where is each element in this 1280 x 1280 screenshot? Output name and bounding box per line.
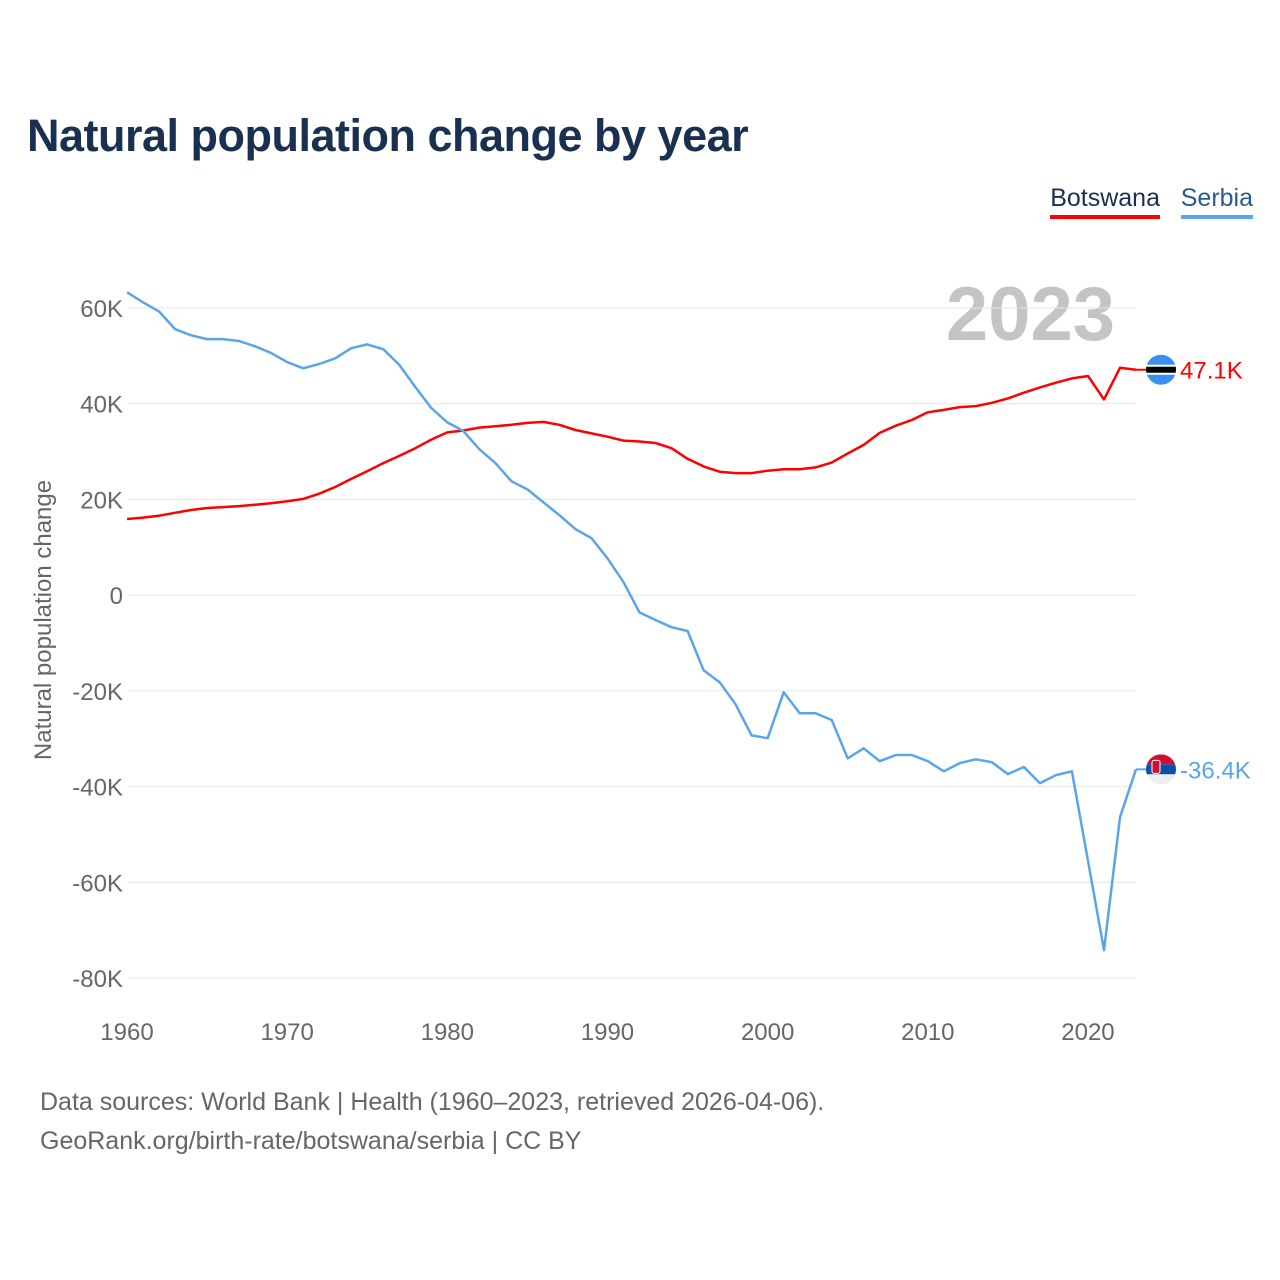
- y-axis-label: Natural population change: [30, 480, 57, 760]
- series-line-botswana: [126, 366, 1137, 521]
- botswana-flag-icon: [1146, 354, 1176, 385]
- x-tick-label: 2010: [901, 1019, 954, 1046]
- legend-item-botswana[interactable]: Botswana: [1050, 184, 1160, 219]
- x-tick-label: 2000: [741, 1019, 794, 1046]
- y-tick-label: 40K: [80, 392, 123, 419]
- y-tick-label: -40K: [72, 775, 123, 802]
- year-watermark: 2023: [946, 272, 1115, 357]
- y-tick-label: -80K: [72, 966, 123, 993]
- end-value-label-serbia: -36.4K: [1180, 757, 1251, 784]
- legend-item-serbia[interactable]: Serbia: [1180, 184, 1253, 219]
- y-tick-label: 60K: [80, 296, 123, 323]
- chart-title: Natural population change by year: [27, 110, 749, 161]
- footer-credit: GeoRank.org/birth-rate/botswana/serbia |…: [40, 1127, 582, 1155]
- x-tick-label: 1980: [421, 1019, 474, 1046]
- series-line-serbia: [126, 291, 1138, 952]
- x-tick-label: 1970: [260, 1019, 313, 1046]
- footer-sources: Data sources: World Bank | Health (1960–…: [40, 1088, 825, 1116]
- y-tick-label: 20K: [80, 487, 123, 514]
- serbia-flag-icon: [1146, 754, 1176, 785]
- x-tick-label: 1960: [100, 1019, 153, 1046]
- x-tick-label: 1990: [581, 1019, 634, 1046]
- x-tick-label: 2020: [1061, 1019, 1114, 1046]
- y-tick-label: 0: [110, 583, 123, 610]
- end-value-label-botswana: 47.1K: [1180, 358, 1243, 385]
- y-tick-label: -20K: [72, 679, 123, 706]
- y-tick-label: -60K: [72, 870, 123, 897]
